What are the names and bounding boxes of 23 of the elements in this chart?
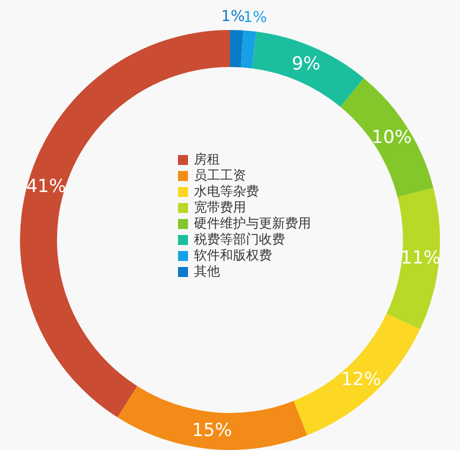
donut-slice	[240, 30, 256, 68]
donut-slice	[252, 32, 364, 107]
donut-slice	[294, 314, 420, 436]
data-label: 15%	[192, 420, 232, 442]
data-label: 12%	[341, 369, 382, 390]
legend-label: 宽带费用	[194, 200, 246, 216]
donut-slice	[117, 386, 308, 450]
data-label: 1%	[243, 8, 267, 26]
donut-slice	[230, 30, 244, 68]
data-label: 11%	[400, 248, 441, 269]
legend-label: 其他	[194, 264, 220, 280]
legend-label: 员工工资	[194, 168, 246, 184]
legend-label: 水电等杂费	[194, 184, 259, 200]
data-label: 1%	[221, 7, 245, 26]
data-label: 10%	[372, 126, 412, 148]
legend-label: 硬件维护与更新费用	[194, 216, 311, 232]
legend-label: 房租	[194, 152, 220, 168]
data-label: 9%	[292, 54, 320, 75]
legend-label: 税费等部门收费	[194, 232, 285, 248]
donut-slice	[340, 78, 434, 197]
donut-slice	[386, 188, 440, 330]
legend-label: 软件和版权费	[194, 248, 272, 264]
data-label: 41%	[26, 176, 66, 198]
